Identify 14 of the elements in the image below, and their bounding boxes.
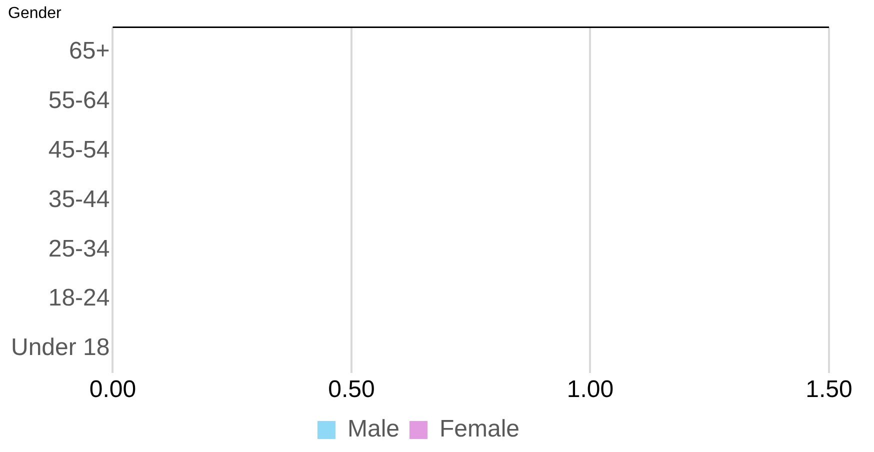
- y-tick-label: 18-24: [48, 284, 110, 312]
- x-tick-label: 0.00: [89, 376, 136, 404]
- x-tick-label: 0.50: [328, 376, 375, 404]
- y-tick-label: 25-34: [48, 235, 110, 262]
- y-tick-label: 45-54: [48, 136, 110, 164]
- y-tick-label: 65+: [69, 38, 110, 65]
- x-tick-label: 1.00: [566, 376, 614, 404]
- chart-title: Gender: [8, 5, 62, 22]
- y-tick-label: Under 18: [10, 334, 110, 362]
- y-tick-label: 35-44: [48, 186, 110, 213]
- y-tick-label: 55-64: [48, 86, 110, 114]
- x-tick-label: 1.50: [806, 376, 852, 404]
- legend-label: Male: [347, 416, 400, 443]
- legend-label: Female: [439, 416, 520, 443]
